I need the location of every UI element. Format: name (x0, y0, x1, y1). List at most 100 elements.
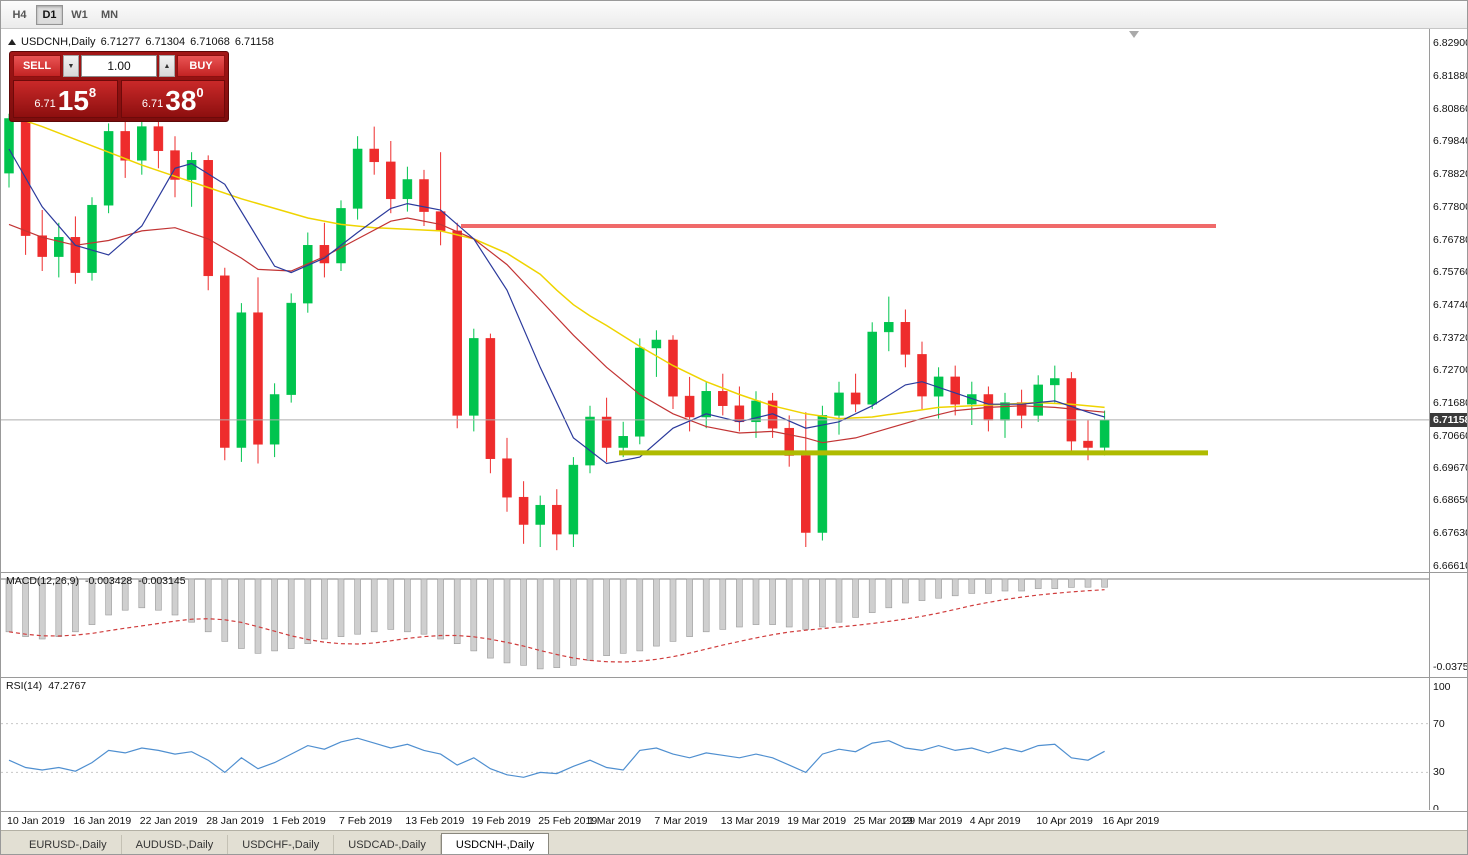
price-axis-label: 6.78820 (1433, 168, 1468, 181)
price-axis-label: 6.67630 (1433, 527, 1468, 540)
rsi-indicator-pane[interactable]: RSI(14) 47.2767 (1, 678, 1429, 810)
rsi-axis-label: 70 (1433, 717, 1445, 730)
macd-chart[interactable] (1, 573, 1429, 677)
sell-button[interactable]: SELL (13, 55, 61, 77)
volume-input[interactable] (81, 55, 157, 77)
date-axis-label: 19 Mar 2019 (787, 815, 847, 827)
open-value: 6.71277 (100, 36, 141, 48)
price-axis-label: 6.74740 (1433, 298, 1468, 311)
chart-ohlc-header: USDCNH,Daily 6.71277 6.71304 6.71068 6.7… (8, 36, 274, 48)
scroll-position-marker-icon (1129, 31, 1139, 38)
timeframe-w1-button[interactable]: W1 (66, 5, 93, 25)
rsi-axis-label: 100 (1433, 681, 1451, 693)
chart-tab-usdchf[interactable]: USDCHF-,Daily (228, 835, 335, 854)
price-axis-label: 6.71680 (1433, 397, 1468, 410)
date-axis-label: 4 Apr 2019 (969, 815, 1021, 827)
date-axis-label: 10 Apr 2019 (1036, 815, 1093, 827)
macd-indicator-pane[interactable]: MACD(12,26,9) -0.003428 -0.003145 (1, 573, 1429, 677)
chart-symbol-label: USDCNH,Daily (21, 36, 96, 48)
macd-value: -0.003428 (84, 575, 133, 587)
close-value: 6.71158 (234, 36, 274, 48)
rsi-label: RSI(14) 47.2767 (6, 680, 87, 692)
expand-arrow-icon (8, 39, 16, 45)
candlestick-chart[interactable] (1, 29, 1429, 572)
rsi-value: 47.2767 (48, 680, 87, 692)
date-axis-label: 16 Jan 2019 (73, 815, 132, 827)
macd-signal-value: -0.003145 (138, 575, 186, 587)
sell-price-big: 15 (57, 85, 89, 116)
chart-tab-bar: EURUSD-,Daily AUDUSD-,Daily USDCHF-,Dail… (1, 830, 1467, 854)
date-axis-label: 1 Mar 2019 (588, 815, 642, 827)
date-axis-label: 7 Mar 2019 (654, 815, 708, 827)
macd-axis[interactable]: -0.037529 (1429, 573, 1467, 677)
buy-button[interactable]: BUY (177, 55, 225, 77)
ma-fast-line (8, 148, 1105, 465)
timeframe-h4-button[interactable]: H4 (6, 5, 33, 25)
sell-price-button[interactable]: 6.71 15 8 (13, 80, 118, 118)
volume-increase-button[interactable]: ▲ (159, 55, 175, 77)
price-axis-label: 6.76780 (1433, 233, 1468, 246)
timeframe-toolbar: H4 D1 W1 MN (1, 1, 1467, 29)
date-axis-label: 19 Feb 2019 (471, 815, 531, 827)
price-axis-label: 6.79840 (1433, 135, 1468, 148)
macd-histogram (5, 578, 1108, 670)
price-axis-label: 6.72700 (1433, 364, 1468, 377)
sell-price-pip: 8 (88, 85, 97, 100)
rsi-axis-label: 30 (1433, 766, 1445, 779)
timeframe-d1-button[interactable]: D1 (36, 4, 63, 25)
date-axis[interactable]: 10 Jan 2019 16 Jan 2019 22 Jan 2019 28 Jan … (1, 811, 1467, 830)
date-axis-label: 16 Apr 2019 (1102, 815, 1160, 827)
price-axis-label: 6.68650 (1433, 494, 1468, 507)
pane-separator[interactable] (1, 572, 1467, 573)
candlestick-series (4, 108, 1110, 551)
price-axis-label: 6.66610 (1433, 559, 1468, 572)
date-axis-label: 22 Jan 2019 (139, 815, 198, 827)
date-axis-label: 25 Feb 2019 (538, 815, 598, 827)
date-axis-label: 25 Mar 2019 (853, 815, 913, 827)
price-axis-label: 6.75760 (1433, 266, 1468, 279)
pane-separator[interactable] (1, 677, 1467, 678)
chart-tab-audusd[interactable]: AUDUSD-,Daily (122, 835, 229, 854)
rsi-line (8, 737, 1105, 778)
price-axis-label: 6.80860 (1433, 102, 1468, 115)
chart-tab-eurusd[interactable]: EURUSD-,Daily (15, 835, 122, 854)
buy-price-big: 38 (165, 85, 197, 116)
current-price-tag: 6.71158 (1430, 413, 1467, 427)
price-axis-label: 6.82900 (1433, 37, 1468, 50)
date-axis-label: 10 Jan 2019 (7, 815, 65, 827)
ma-mid-line (8, 217, 1105, 444)
volume-decrease-button[interactable]: ▼ (63, 55, 79, 77)
date-axis-label: 13 Feb 2019 (405, 815, 465, 827)
date-axis-label: 13 Mar 2019 (720, 815, 780, 827)
high-value: 6.71304 (145, 36, 186, 48)
spin-up-icon: ▲ (163, 62, 171, 70)
rsi-chart[interactable] (1, 678, 1429, 810)
date-axis-label: 29 Mar 2019 (903, 815, 963, 827)
price-axis-label: 6.77800 (1433, 200, 1468, 213)
date-axis-label: 28 Jan 2019 (206, 815, 264, 827)
rsi-axis[interactable]: 100 70 30 0 (1429, 678, 1467, 810)
macd-signal-line (8, 589, 1105, 663)
ma-slow-line (8, 114, 1105, 420)
date-axis-label: 1 Feb 2019 (272, 815, 326, 827)
price-axis-label: 6.69670 (1433, 461, 1468, 474)
price-chart-pane[interactable]: USDCNH,Daily 6.71277 6.71304 6.71068 6.7… (1, 29, 1429, 572)
macd-axis-min-label: -0.037529 (1433, 661, 1467, 673)
macd-label: MACD(12,26,9) -0.003428 -0.003145 (6, 575, 186, 587)
spin-down-icon: ▼ (67, 62, 75, 70)
timeframe-mn-button[interactable]: MN (96, 5, 123, 25)
price-axis[interactable]: 6.71158 6.82900 6.81880 6.80860 6.79840 6.78… (1429, 29, 1468, 572)
buy-price-pip: 0 (196, 85, 204, 100)
chart-tab-usdcad[interactable]: USDCAD-,Daily (334, 835, 441, 854)
date-axis-label: 7 Feb 2019 (339, 815, 393, 827)
price-axis-label: 6.70660 (1433, 429, 1468, 442)
low-value: 6.71068 (190, 36, 230, 48)
rsi-axis-label: 0 (1433, 803, 1439, 810)
buy-price-button[interactable]: 6.71 38 0 (120, 80, 225, 118)
price-axis-label: 6.81880 (1433, 69, 1468, 82)
chart-tab-usdcnh[interactable]: USDCNH-,Daily (440, 833, 550, 854)
price-axis-label: 6.73720 (1433, 331, 1468, 344)
sell-price-prefix: 6.71 (34, 98, 56, 110)
